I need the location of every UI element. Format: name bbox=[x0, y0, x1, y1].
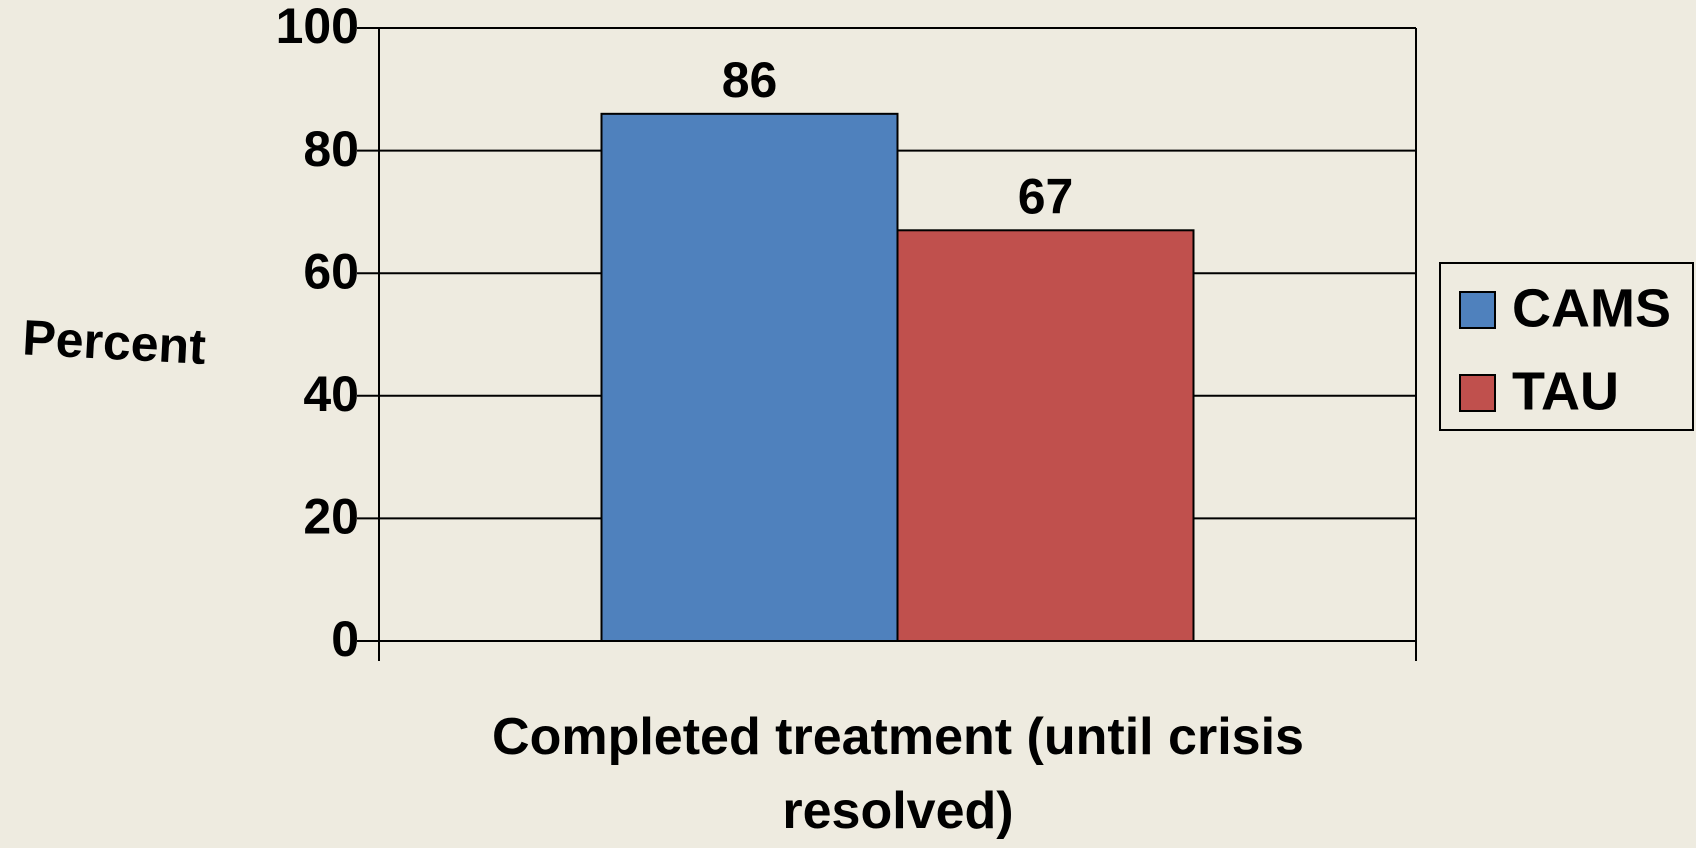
legend-label: CAMS bbox=[1512, 278, 1671, 338]
bar bbox=[896, 229, 1195, 642]
data-label: 86 bbox=[722, 52, 778, 108]
legend-label: TAU bbox=[1512, 361, 1619, 421]
y-tick-label: 0 bbox=[331, 611, 359, 667]
y-tick-label: 40 bbox=[303, 366, 359, 422]
y-tick-label: 100 bbox=[276, 0, 359, 54]
y-axis-label: Percent bbox=[21, 309, 207, 375]
bar bbox=[600, 112, 899, 642]
y-tick-label: 60 bbox=[303, 243, 359, 299]
y-tick-label: 20 bbox=[303, 489, 359, 545]
legend-swatch bbox=[1459, 374, 1496, 412]
y-tick-label: 80 bbox=[303, 121, 359, 177]
legend-swatch bbox=[1459, 291, 1496, 329]
x-tick-label: Completed treatment (until crisis resolv… bbox=[492, 708, 1304, 840]
data-label: 67 bbox=[1018, 168, 1074, 224]
